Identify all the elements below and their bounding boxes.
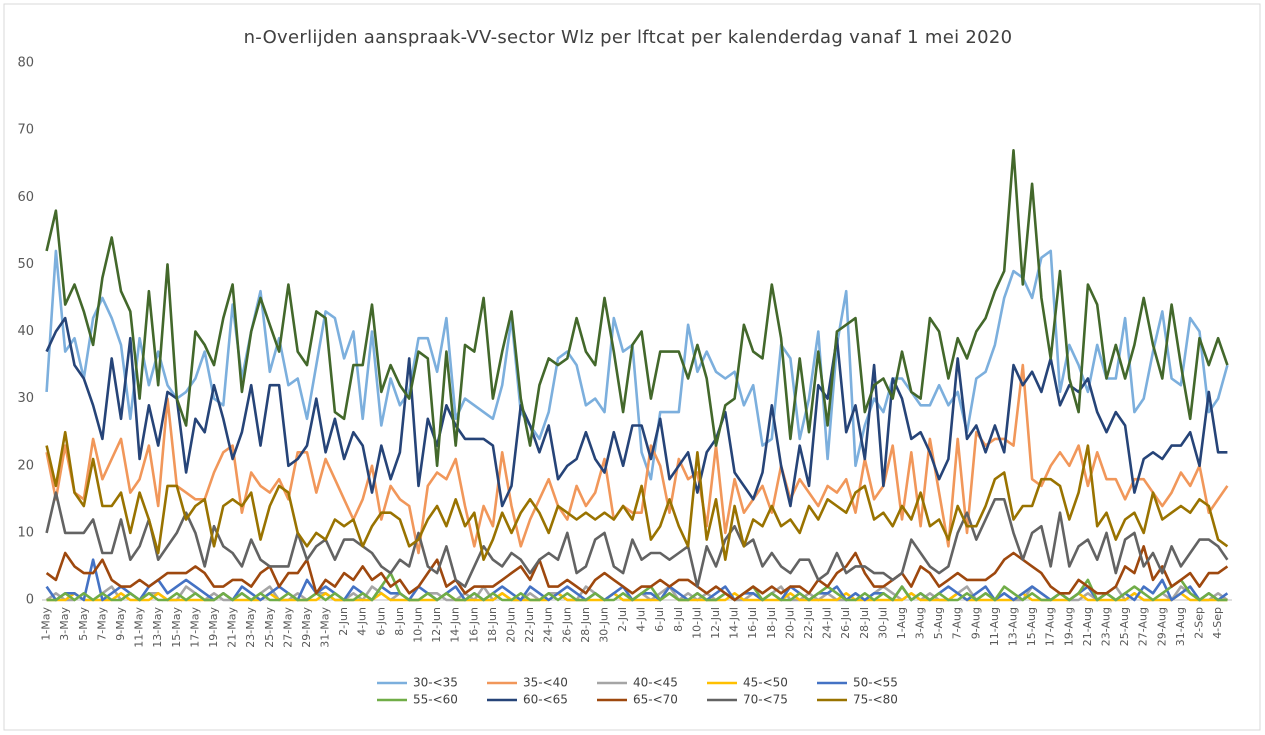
x-tick-label: 24-Jun [542,607,555,643]
x-tick-label: 19-Aug [1062,607,1075,646]
x-tick-label: 15-May [170,607,183,648]
x-tick-label: 31-Aug [1174,607,1187,646]
x-tick-label: 21-Aug [1081,607,1094,646]
legend-label: 45-<50 [743,676,788,690]
x-tick-label: 16-Jul [746,607,759,639]
legend-label: 30-<35 [413,676,458,690]
y-tick-label: 50 [17,257,34,272]
x-tick-label: 2-Jul [616,607,629,632]
y-tick-label: 80 [17,56,34,71]
y-tick-label: 30 [17,391,34,406]
x-tick-label: 17-Aug [1044,607,1057,646]
x-tick-label: 13-May [151,607,164,648]
x-tick-label: 15-Aug [1025,607,1038,646]
legend-label: 55-<60 [413,693,458,707]
series-line [45,544,1229,602]
x-tick-label: 23-Aug [1099,607,1112,646]
legend-label: 65-<70 [633,693,678,707]
legend-label: 75-<80 [853,693,898,707]
x-tick-label: 27-May [281,607,294,648]
x-tick-label: 3-May [58,607,71,641]
y-tick-label: 40 [17,324,34,339]
x-tick-label: 16-Jun [467,607,480,643]
x-tick-label: 6-Jun [374,607,387,636]
x-tick-label: 3-Aug [914,607,927,639]
x-tick-label: 4-Jul [635,607,648,632]
series-line [45,149,1229,468]
x-tick-label: 20-Jul [783,607,796,639]
x-tick-label: 7-Aug [951,607,964,639]
series-line [45,316,1228,508]
x-tick-label: 31-May [319,607,332,648]
x-tick-label: 30-Jul [876,607,889,639]
x-tick-label: 1-May [40,607,53,641]
x-tick-label: 29-Aug [1155,607,1168,646]
x-tick-label: 9-May [114,607,127,641]
series-line [45,249,1229,481]
x-tick-label: 21-May [226,607,239,648]
x-tick-label: 7-May [95,607,108,641]
y-tick-label: 10 [17,525,34,540]
x-tick-label: 2-Jun [337,607,350,636]
x-tick-label: 28-Jun [579,607,592,643]
x-tick-label: 11-Aug [988,607,1001,646]
x-tick-label: 18-Jul [765,607,778,639]
x-tick-label: 18-Jun [486,607,499,643]
x-tick-label: 19-May [207,607,220,648]
x-tick-label: 20-Jun [504,607,517,643]
x-tick-label: 13-Aug [1007,607,1020,646]
x-tick-label: 29-May [300,607,313,648]
legend-label: 70-<75 [743,693,788,707]
x-tick-label: 17-May [188,607,201,648]
x-tick-label: 28-Jul [858,607,871,639]
series-line [45,491,1229,588]
x-tick-label: 30-Jun [597,607,610,643]
x-tick-label: 25-Aug [1118,607,1131,646]
chart-title: n-Overlijden aanspraak-VV-sector Wlz per… [244,27,1013,48]
y-tick-label: 70 [17,123,34,138]
y-tick-label: 60 [17,190,34,205]
x-tick-label: 14-Jul [728,607,741,639]
x-tick-label: 24-Jul [821,607,834,639]
x-tick-label: 4-Sep [1211,607,1224,639]
y-tick-label: 0 [26,593,34,608]
legend-label: 60-<65 [523,693,568,707]
series-line [46,591,1228,602]
y-tick-label: 20 [17,458,34,473]
x-tick-label: 27-Aug [1137,607,1150,646]
chart-frame [3,3,1261,731]
x-tick-label: 5-Aug [932,607,945,639]
series-line [46,571,1228,602]
legend-label: 50-<55 [853,676,898,690]
x-tick-label: 26-Jun [560,607,573,643]
x-tick-label: 10-Jun [412,607,425,643]
x-tick-label: 22-Jun [523,607,536,643]
x-tick-label: 6-Jul [653,607,666,632]
x-tick-label: 1-Aug [895,607,908,639]
x-tick-label: 26-Jul [839,607,852,639]
x-tick-label: 9-Aug [969,607,982,639]
series-line [45,430,1229,562]
legend-label: 35-<40 [523,676,568,690]
x-tick-label: 5-May [77,607,90,641]
legend-label: 40-<45 [633,676,678,690]
x-tick-label: 8-Jul [672,607,685,632]
x-tick-label: 12-Jun [430,607,443,643]
x-tick-label: 4-Jun [356,607,369,636]
x-tick-label: 14-Jun [449,607,462,643]
x-tick-label: 22-Jul [802,607,815,639]
x-tick-label: 23-May [244,607,257,648]
x-tick-label: 12-Jul [709,607,722,639]
x-tick-label: 25-May [263,607,276,648]
x-tick-label: 2-Sep [1192,607,1205,639]
x-tick-label: 11-May [133,607,146,648]
x-tick-label: 10-Jul [690,607,703,639]
x-tick-label: 8-Jun [393,607,406,636]
